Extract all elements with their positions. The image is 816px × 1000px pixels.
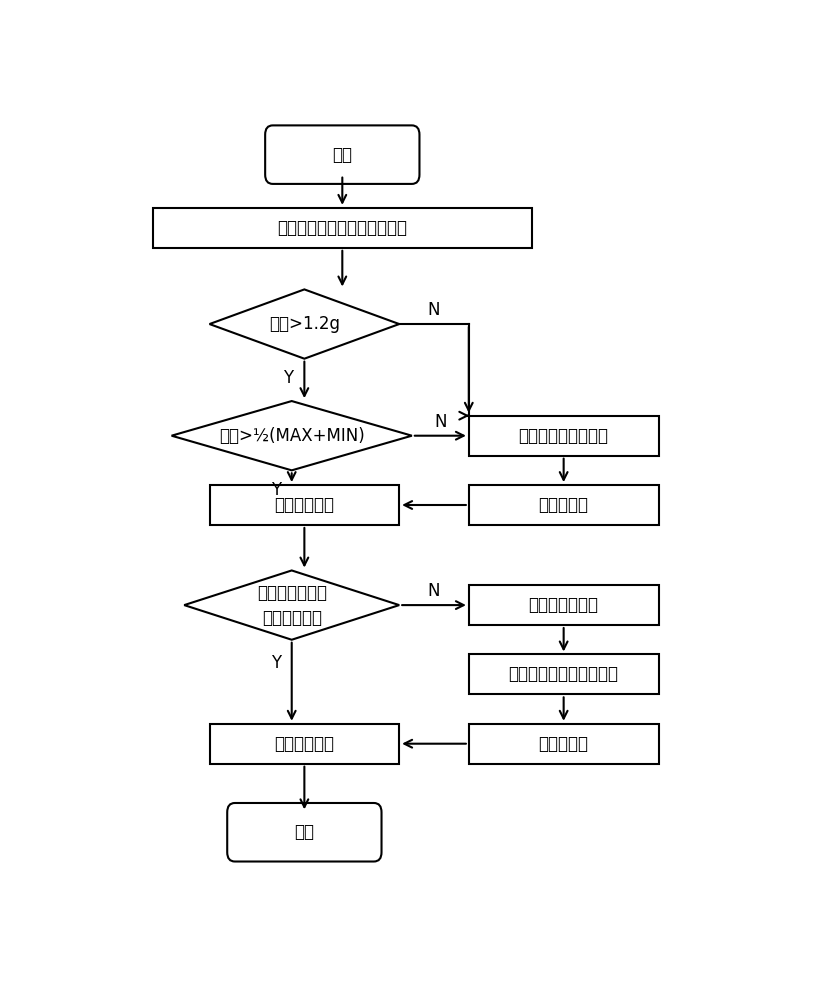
Text: Y: Y [283, 369, 294, 387]
Text: 滤除伪波峰: 滤除伪波峰 [539, 496, 588, 514]
FancyBboxPatch shape [265, 125, 419, 184]
Bar [210, 724, 399, 764]
Text: 更新所有波峰: 更新所有波峰 [274, 496, 335, 514]
Text: 结束: 结束 [295, 823, 314, 841]
Text: 输入一个时间窗口内所有波峰: 输入一个时间窗口内所有波峰 [277, 219, 407, 237]
Text: 峰值>½(MAX+MIN): 峰值>½(MAX+MIN) [219, 427, 365, 445]
Bar [468, 724, 659, 764]
Polygon shape [171, 401, 412, 470]
Text: 比较两峰值大小: 比较两峰值大小 [529, 596, 599, 614]
Text: 开始: 开始 [332, 146, 353, 164]
Bar [468, 654, 659, 694]
Text: 标记峰值较小的为伪波峰: 标记峰值较小的为伪波峰 [508, 665, 619, 683]
Text: 前后波峰时间差
在时间阀值内: 前后波峰时间差 在时间阀值内 [257, 584, 326, 627]
Text: 峰值>1.2g: 峰值>1.2g [268, 315, 340, 333]
Polygon shape [210, 289, 399, 359]
FancyBboxPatch shape [227, 803, 382, 862]
Bar [153, 208, 532, 248]
Bar [468, 485, 659, 525]
Text: 标记该波峰为伪波峰: 标记该波峰为伪波峰 [519, 427, 609, 445]
Text: 更新所有波峰: 更新所有波峰 [274, 735, 335, 753]
Text: Y: Y [271, 481, 281, 499]
Text: N: N [428, 582, 441, 600]
Text: Y: Y [271, 654, 281, 672]
Bar [468, 585, 659, 625]
Text: N: N [434, 413, 446, 431]
Bar [468, 416, 659, 456]
Text: N: N [428, 301, 441, 319]
Bar [210, 485, 399, 525]
Text: 滤除伪波峰: 滤除伪波峰 [539, 735, 588, 753]
Polygon shape [184, 570, 399, 640]
